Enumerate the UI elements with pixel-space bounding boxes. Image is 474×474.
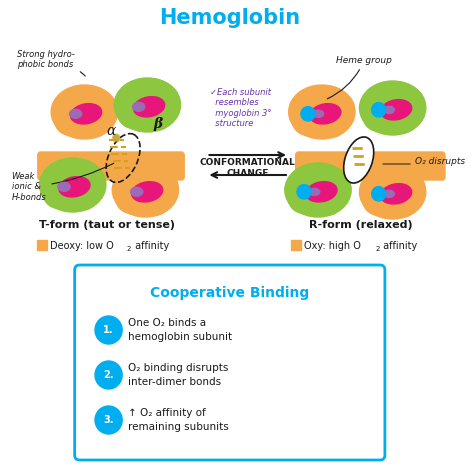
Ellipse shape: [70, 109, 82, 118]
Ellipse shape: [130, 164, 178, 202]
Ellipse shape: [63, 181, 97, 210]
Ellipse shape: [310, 104, 341, 124]
Circle shape: [95, 316, 122, 344]
Text: Deoxy: low O: Deoxy: low O: [50, 241, 114, 251]
Ellipse shape: [135, 186, 170, 215]
Text: β: β: [153, 117, 163, 131]
Ellipse shape: [59, 177, 90, 197]
Ellipse shape: [308, 186, 342, 215]
Ellipse shape: [289, 181, 327, 214]
Ellipse shape: [382, 188, 417, 217]
Ellipse shape: [55, 103, 93, 136]
Ellipse shape: [118, 96, 156, 128]
Ellipse shape: [71, 104, 101, 124]
Ellipse shape: [382, 104, 417, 133]
Ellipse shape: [114, 78, 181, 132]
Bar: [37, 240, 46, 250]
Ellipse shape: [378, 82, 425, 120]
Text: affinity: affinity: [380, 241, 417, 251]
Text: ✓Each subunit
  resembles
  myoglobin 3°
  structure: ✓Each subunit resembles myoglobin 3° str…: [210, 88, 272, 128]
Text: Heme group: Heme group: [328, 55, 392, 99]
Text: ↑ O₂ affinity of
remaining subunits: ↑ O₂ affinity of remaining subunits: [128, 409, 229, 432]
Ellipse shape: [112, 134, 120, 142]
Ellipse shape: [372, 102, 386, 117]
Text: 1.: 1.: [103, 325, 114, 335]
Text: O₂ disrupts: O₂ disrupts: [415, 157, 465, 166]
Ellipse shape: [381, 100, 412, 120]
Ellipse shape: [69, 86, 117, 124]
Ellipse shape: [384, 106, 394, 113]
Ellipse shape: [39, 158, 106, 212]
Ellipse shape: [372, 187, 386, 201]
Text: 2: 2: [375, 246, 380, 252]
Ellipse shape: [378, 166, 425, 204]
Ellipse shape: [58, 182, 70, 191]
Text: 2: 2: [127, 246, 131, 252]
Text: α: α: [107, 124, 116, 138]
Text: 2.: 2.: [103, 370, 114, 380]
Bar: [291, 240, 301, 250]
Ellipse shape: [116, 181, 154, 214]
Ellipse shape: [359, 81, 426, 135]
Ellipse shape: [132, 182, 163, 202]
Ellipse shape: [307, 86, 354, 124]
Text: One O₂ binds a
hemoglobin subunit: One O₂ binds a hemoglobin subunit: [128, 319, 232, 342]
FancyBboxPatch shape: [74, 265, 385, 460]
Text: R-form (relaxed): R-form (relaxed): [309, 220, 412, 230]
Ellipse shape: [311, 108, 346, 137]
Ellipse shape: [363, 183, 401, 216]
Ellipse shape: [133, 102, 145, 111]
Ellipse shape: [112, 163, 179, 217]
Ellipse shape: [381, 183, 412, 204]
Text: CONFORMATIONAL
CHANGE: CONFORMATIONAL CHANGE: [200, 158, 295, 178]
Text: Strong hydro-
phobic bonds: Strong hydro- phobic bonds: [18, 50, 85, 76]
Ellipse shape: [292, 103, 330, 136]
Ellipse shape: [344, 137, 374, 183]
Ellipse shape: [134, 97, 164, 117]
Ellipse shape: [43, 176, 81, 209]
Ellipse shape: [58, 159, 105, 197]
FancyBboxPatch shape: [38, 152, 184, 180]
Ellipse shape: [113, 135, 119, 141]
FancyBboxPatch shape: [296, 152, 445, 180]
Text: 3.: 3.: [103, 415, 114, 425]
Ellipse shape: [130, 187, 143, 196]
Circle shape: [95, 406, 122, 434]
Ellipse shape: [301, 107, 315, 121]
Ellipse shape: [132, 79, 180, 117]
Text: Cooperative Binding: Cooperative Binding: [150, 286, 310, 300]
Text: Weak
ionic &
H-bonds: Weak ionic & H-bonds: [12, 163, 114, 202]
Ellipse shape: [297, 184, 311, 199]
Ellipse shape: [359, 165, 426, 219]
Ellipse shape: [309, 188, 320, 195]
Ellipse shape: [285, 163, 351, 217]
Ellipse shape: [313, 110, 324, 118]
Ellipse shape: [384, 190, 394, 197]
Ellipse shape: [51, 85, 118, 139]
Circle shape: [95, 361, 122, 389]
Ellipse shape: [289, 85, 355, 139]
Ellipse shape: [74, 108, 109, 137]
Ellipse shape: [363, 99, 401, 132]
Text: Hemoglobin: Hemoglobin: [159, 8, 301, 28]
Ellipse shape: [306, 182, 337, 202]
Text: T-form (taut or tense): T-form (taut or tense): [39, 220, 174, 230]
Text: affinity: affinity: [132, 241, 169, 251]
Text: Oxy: high O: Oxy: high O: [304, 241, 361, 251]
Ellipse shape: [137, 101, 172, 130]
Text: O₂ binding disrupts
inter-dimer bonds: O₂ binding disrupts inter-dimer bonds: [128, 364, 228, 387]
Ellipse shape: [303, 164, 350, 202]
